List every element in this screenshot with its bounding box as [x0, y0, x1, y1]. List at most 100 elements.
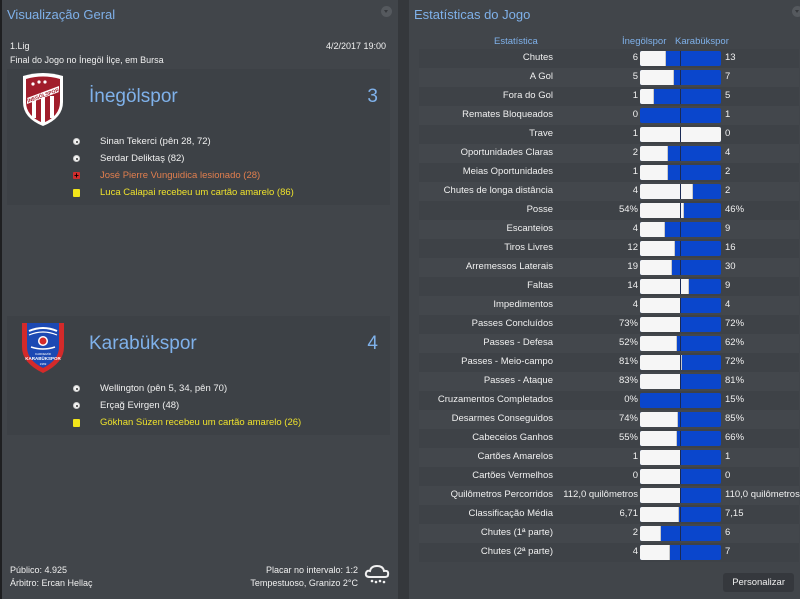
stat-home-value: 14	[627, 280, 638, 291]
stat-away-value: 13	[725, 52, 736, 63]
stat-home-value: 6	[632, 52, 638, 63]
stat-label: Remates Bloqueados	[462, 109, 553, 120]
event-goal: Serdar Deliktaş (82)	[7, 150, 390, 167]
weather-text: Tempestuoso, Granizo 2°C	[250, 578, 358, 588]
bar-midline	[680, 545, 681, 560]
stat-row: Chutes 6 13	[419, 49, 799, 68]
svg-text:KARABÜKSPOR: KARABÜKSPOR	[25, 355, 61, 361]
event-text[interactable]: Wellington (pên 5, 34, pên 70)	[100, 383, 228, 394]
bar-midline	[680, 70, 681, 85]
karabukspor-crest-icon[interactable]: KARDEMİR KARABÜKSPOR 1969	[19, 319, 67, 375]
stat-comparison-bar	[640, 203, 721, 218]
home-bar-fill	[640, 222, 666, 237]
stat-comparison-bar	[640, 355, 721, 370]
ball-icon	[73, 155, 80, 162]
stat-row: Cartões Amarelos 1 1	[419, 448, 799, 467]
stat-comparison-bar	[640, 488, 721, 503]
stat-away-value: 2	[725, 166, 731, 177]
stats-table: Chutes 6 13 A Gol 5 7 Fora do Gol 1 5 Remates Blo…	[419, 49, 800, 562]
bar-midline	[680, 89, 681, 104]
stat-row: Arremessos Laterais 19 30	[419, 258, 799, 277]
stat-label: Cartões Vermelhos	[472, 470, 553, 481]
stat-row: Passes - Meio-campo 81% 72%	[419, 353, 799, 372]
event-text[interactable]: Sinan Tekerci (pên 28, 72)	[100, 136, 211, 147]
stat-row: Remates Bloqueados 0 1	[419, 106, 799, 125]
stat-away-value: 7	[725, 71, 731, 82]
stat-comparison-bar	[640, 469, 721, 484]
stat-away-value: 5	[725, 90, 731, 101]
overview-title: Visualização Geral	[7, 7, 116, 22]
away-team-name[interactable]: Karabükspor	[89, 333, 197, 354]
home-bar-fill	[640, 203, 684, 218]
stats-collapse-icon[interactable]	[792, 6, 800, 17]
match-datetime: 4/2/2017 19:00	[325, 41, 386, 51]
stat-comparison-bar	[640, 146, 721, 161]
stat-away-value: 16	[725, 242, 736, 253]
injury-icon	[73, 167, 80, 184]
stat-away-value: 2	[725, 185, 731, 196]
stat-away-value: 1	[725, 451, 731, 462]
stat-label: Passes Concluídos	[471, 318, 553, 329]
competition-name[interactable]: 1.Lig	[10, 41, 30, 51]
stat-label: Quilômetros Percorridos	[450, 489, 553, 500]
stat-comparison-bar	[640, 70, 721, 85]
panel-splitter[interactable]	[398, 0, 406, 599]
event-yellow-card: Gökhan Süzen recebeu um cartão amarelo (…	[7, 414, 390, 431]
bar-midline	[680, 336, 681, 351]
bar-midline	[680, 279, 681, 294]
stat-comparison-bar	[640, 507, 721, 522]
home-bar-fill	[640, 545, 670, 560]
stat-row: Passes - Ataque 83% 81%	[419, 372, 799, 391]
bar-midline	[680, 298, 681, 313]
stat-home-value: 74%	[618, 413, 638, 424]
col-header-stat[interactable]: Estatística	[494, 36, 538, 47]
stat-row: Tiros Livres 12 16	[419, 239, 799, 258]
stat-home-value: 0	[632, 109, 638, 120]
bar-midline	[680, 374, 681, 389]
stat-away-value: 72%	[725, 318, 745, 329]
stat-home-value: 19	[627, 261, 638, 272]
home-team-block: İNEGÖLSPOR İnegölspor 3 Sinan Tekerci (p…	[7, 69, 390, 205]
bar-midline	[680, 127, 681, 142]
event-text[interactable]: José Pierre Vunguidica lesionado (28)	[100, 170, 261, 181]
stat-label: Passes - Ataque	[483, 375, 553, 386]
home-bar-fill	[640, 374, 681, 389]
event-text[interactable]: Gökhan Süzen recebeu um cartão amarelo (…	[100, 417, 302, 428]
event-text[interactable]: Serdar Deliktaş (82)	[100, 153, 185, 164]
stat-away-value: 9	[725, 223, 731, 234]
stat-label: Escanteios	[506, 223, 553, 234]
stat-comparison-bar	[640, 184, 721, 199]
stat-home-value: 112,0 quilômetros	[563, 489, 638, 500]
stats-title: Estatísticas do Jogo	[414, 7, 531, 22]
home-bar-fill	[640, 279, 690, 294]
bar-midline	[680, 488, 681, 503]
stat-comparison-bar	[640, 165, 721, 180]
referee[interactable]: Árbitro: Ercan Hellaç	[10, 578, 93, 588]
stat-label: Trave	[529, 128, 553, 139]
stat-label: Passes - Defesa	[483, 337, 553, 348]
stat-comparison-bar	[640, 374, 721, 389]
stat-away-value: 9	[725, 280, 731, 291]
stat-label: Cabeceios Ganhos	[472, 432, 553, 443]
stat-comparison-bar	[640, 393, 721, 408]
stat-comparison-bar	[640, 412, 721, 427]
stat-row: Desarmes Conseguidos 74% 85%	[419, 410, 799, 429]
col-header-home[interactable]: İnegölspor	[622, 36, 667, 47]
stat-comparison-bar	[640, 336, 721, 351]
stat-row: Cruzamentos Completados 0% 15%	[419, 391, 799, 410]
stat-home-value: 1	[632, 128, 638, 139]
bar-midline	[680, 260, 681, 275]
stat-row: Fora do Gol 1 5	[419, 87, 799, 106]
col-header-away[interactable]: Karabükspor	[675, 36, 729, 47]
overview-collapse-icon[interactable]	[381, 6, 392, 17]
event-text[interactable]: Luca Calapai recebeu um cartão amarelo (…	[100, 187, 294, 198]
ball-icon	[73, 138, 80, 145]
home-bar-fill	[640, 431, 678, 446]
home-bar-fill	[640, 165, 668, 180]
customize-button[interactable]: Personalizar	[723, 573, 794, 592]
home-team-name[interactable]: İnegölspor	[89, 86, 178, 107]
event-text[interactable]: Erçağ Evirgen (48)	[100, 400, 180, 411]
stat-away-value: 7,15	[725, 508, 744, 519]
stat-row: Meias Oportunidades 1 2	[419, 163, 799, 182]
inegolspor-crest-icon[interactable]: İNEGÖLSPOR	[19, 72, 67, 128]
